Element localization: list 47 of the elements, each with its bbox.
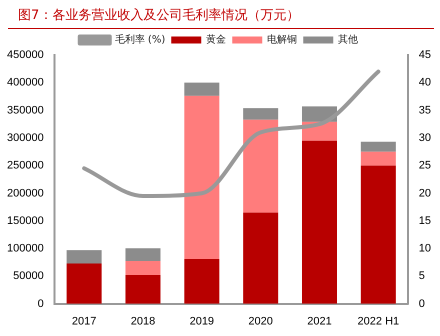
x-tick-label: 2019: [190, 315, 214, 328]
y2-tick-label: 20: [418, 187, 432, 200]
y2-tick-label: 40: [418, 76, 432, 89]
bar: [125, 248, 160, 261]
bar: [243, 120, 278, 213]
y2-tick-label: 45: [418, 49, 432, 62]
y-tick-label: 150000: [6, 214, 44, 227]
y-tick-label: 50000: [13, 270, 44, 282]
legend-label: 毛利率 (%): [114, 34, 166, 46]
legend-label: 电解铜: [267, 34, 298, 46]
y2-tick-label: 35: [418, 104, 432, 116]
bar: [243, 108, 278, 120]
y-tick-label: 0: [38, 298, 44, 310]
x-tick-label: 2022 H1: [358, 315, 400, 328]
y2-tick-label: 25: [418, 160, 432, 172]
x-tick-label: 2020: [248, 315, 273, 328]
x-tick-label: 2021: [307, 315, 332, 328]
y2-tick-label: 10: [418, 242, 432, 255]
bar: [125, 260, 160, 276]
y2-tick-label: 5: [418, 270, 425, 282]
bar: [184, 82, 220, 96]
chart-title: 图7：各业务营业收入及公司毛利率情况（万元）: [8, 0, 434, 29]
bar: [360, 152, 396, 166]
y-tick-label: 350000: [6, 104, 44, 116]
y2-tick-label: 15: [418, 214, 432, 227]
bar: [184, 259, 220, 304]
legend-label: 黄金: [206, 34, 226, 46]
bar: [302, 140, 338, 304]
bar: [66, 263, 102, 304]
bar: [184, 96, 220, 260]
y-tick-label: 200000: [6, 187, 44, 200]
bar: [360, 142, 396, 152]
y-tick-label: 450000: [6, 49, 44, 62]
bar: [125, 275, 160, 304]
y-tick-label: 400000: [6, 76, 44, 89]
y2-tick-label: 30: [418, 132, 432, 144]
x-tick-label: 2018: [130, 315, 156, 328]
y-tick-label: 250000: [6, 160, 44, 172]
legend-label: 其他: [338, 34, 358, 46]
y-tick-label: 300000: [6, 132, 44, 144]
bar: [66, 250, 102, 264]
bar: [360, 166, 396, 304]
x-tick-label: 2017: [72, 315, 96, 328]
bar: [243, 212, 278, 304]
y2-tick-label: 0: [418, 298, 425, 310]
y-tick-label: 100000: [6, 242, 44, 255]
line-series: [82, 70, 380, 198]
